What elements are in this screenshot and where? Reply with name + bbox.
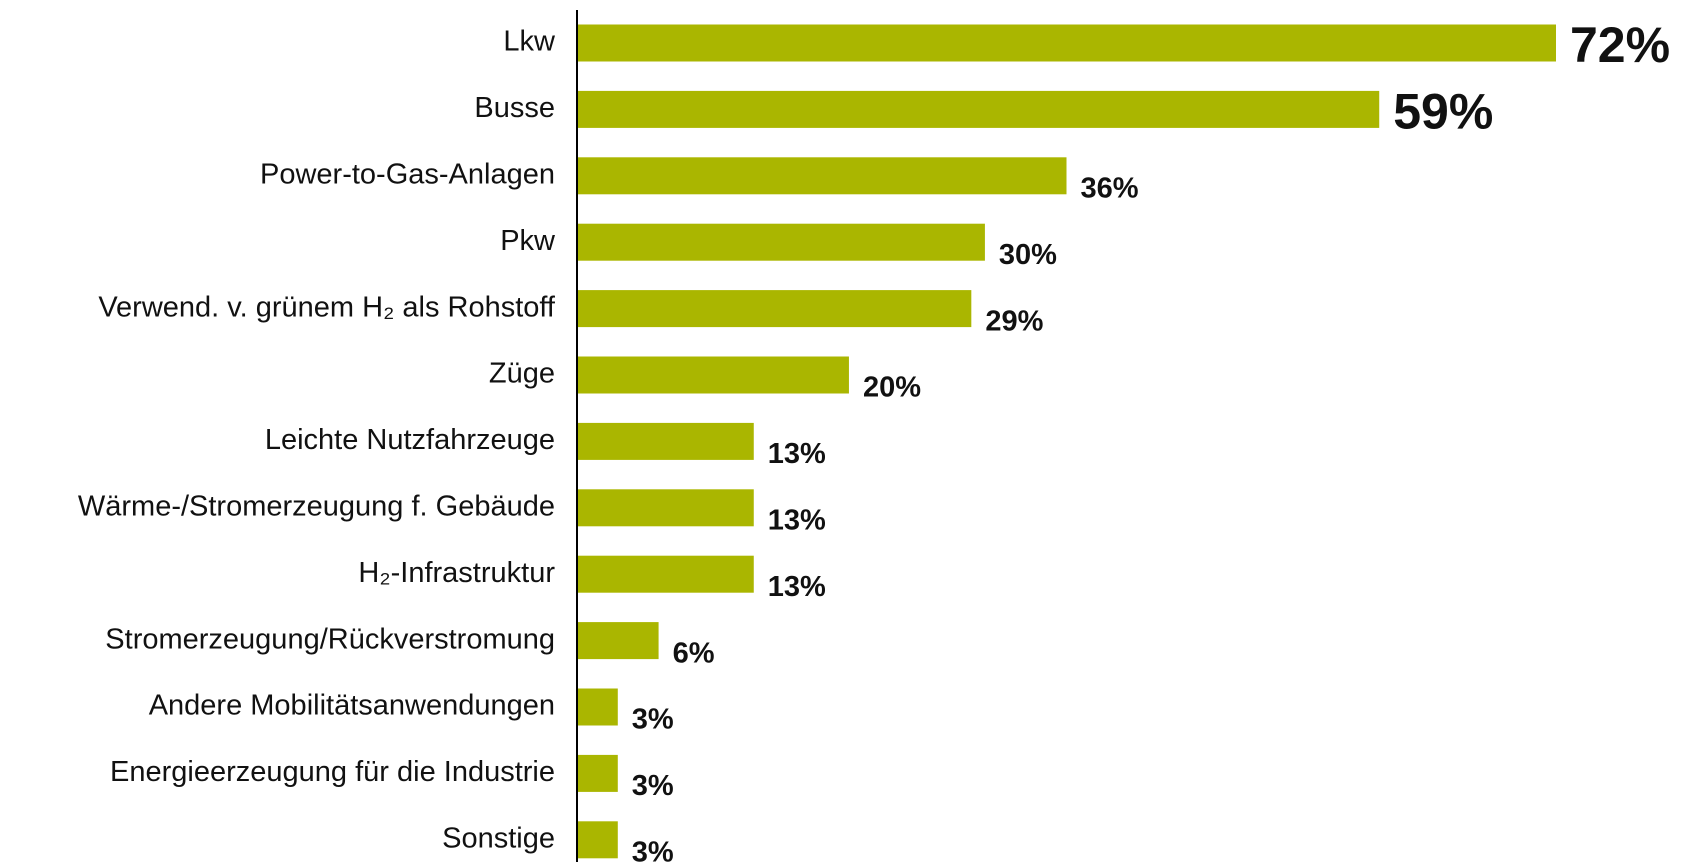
value-label: 13% (768, 571, 826, 603)
category-label: Andere Mobilitätsanwendungen (149, 690, 555, 722)
value-label: 3% (632, 704, 674, 736)
category-label: Power-to-Gas-Anlagen (260, 158, 555, 190)
value-label: 3% (632, 770, 674, 802)
value-label: 3% (632, 836, 674, 865)
bar (578, 422, 754, 460)
category-label: Züge (489, 358, 555, 390)
value-label: 13% (768, 504, 826, 536)
category-label: Lkw (503, 26, 556, 58)
bar (578, 821, 618, 859)
bar (578, 90, 1380, 128)
value-label: 13% (768, 438, 826, 470)
value-label: 20% (863, 372, 921, 404)
value-label: 29% (985, 305, 1043, 337)
bar (578, 622, 659, 660)
category-label: Stromerzeugung/Rückverstromung (105, 623, 555, 655)
bar (578, 290, 972, 328)
category-label: H₂-Infrastruktur (358, 557, 555, 589)
value-label: 6% (673, 637, 715, 669)
bar (578, 754, 618, 792)
category-label: Energieerzeugung für die Industrie (110, 756, 555, 788)
bar (578, 356, 849, 394)
category-label: Sonstige (442, 822, 555, 854)
value-label: 36% (1081, 172, 1139, 204)
category-label: Verwend. v. grünem H₂ als Rohstoff (98, 291, 556, 323)
category-label: Pkw (500, 225, 556, 257)
bar (578, 24, 1556, 62)
bar (578, 157, 1067, 195)
value-label: 59% (1393, 84, 1493, 140)
category-label: Leichte Nutzfahrzeuge (265, 424, 555, 456)
category-label: Busse (474, 92, 555, 124)
bar (578, 223, 985, 261)
bar (578, 489, 754, 527)
value-label: 72% (1570, 17, 1670, 73)
bar (578, 688, 618, 726)
value-label: 30% (999, 239, 1057, 271)
bar (578, 555, 754, 593)
category-label: Wärme-/Stromerzeugung f. Gebäude (78, 490, 555, 522)
